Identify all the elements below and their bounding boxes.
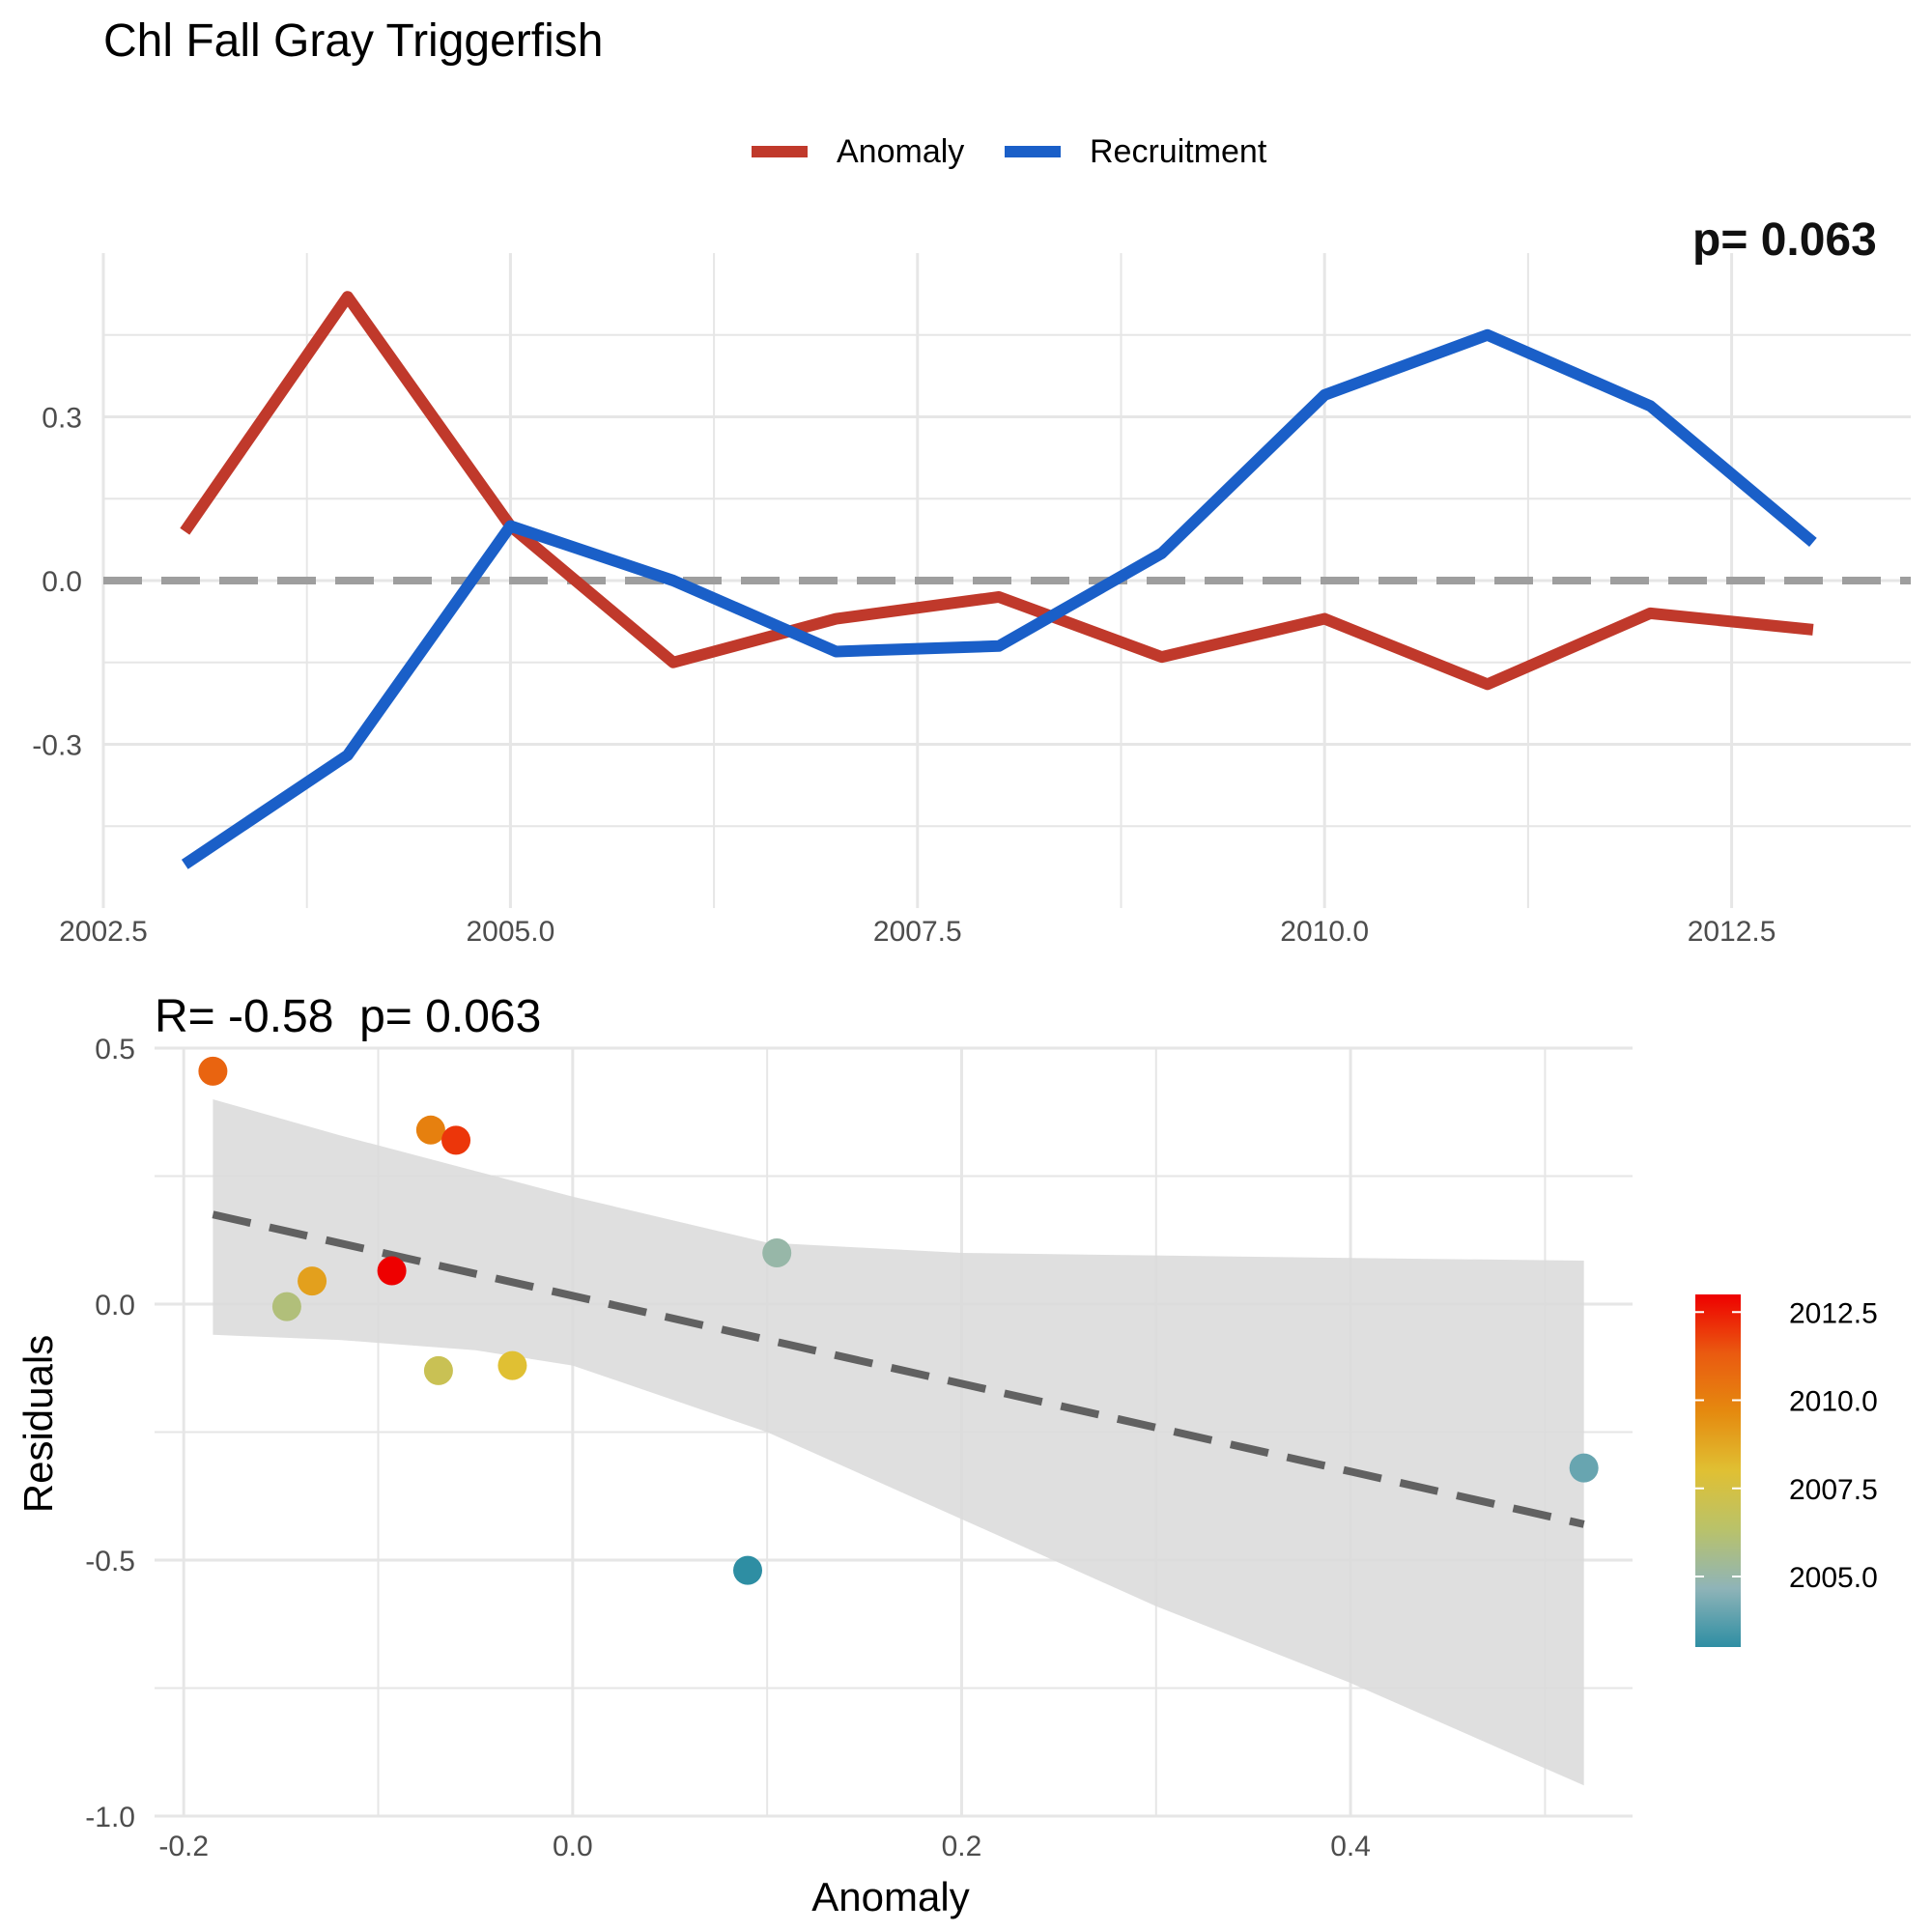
colorbar-tick-label: 2005.0 (1789, 1562, 1878, 1594)
scatter-point (423, 1355, 453, 1385)
y-tick-label: -0.5 (85, 1546, 135, 1577)
timeseries-panel: 2002.5 2005.0 2007.5 2010.0 2012.5 -0.3 0.0 0.… (32, 214, 1911, 948)
timeseries-y-ticks: -0.3 0.0 0.3 (32, 403, 82, 762)
x-tick-label: 0.2 (942, 1831, 982, 1862)
legend: Anomaly Recruitment (752, 133, 1267, 170)
x-tick-label: -0.2 (158, 1831, 209, 1862)
x-tick-label: 0.4 (1330, 1831, 1371, 1862)
regression-fit-line (212, 1210, 1585, 1528)
colorbar-ticks: 2005.0 2007.5 2010.0 2012.5 (1695, 1297, 1878, 1594)
scatter-x-ticks: -0.2 0.0 0.2 0.4 (158, 1831, 1371, 1862)
scatter-panel: R= -0.58 p= 0.063 -0.2 0.0 0.2 0.4 -1.0 -0.5… (15, 991, 1633, 1919)
scatter-point (271, 1292, 301, 1321)
legend-label-anomaly: Anomaly (837, 133, 964, 170)
colorbar-gradient (1695, 1294, 1741, 1647)
x-axis-label: Anomaly (811, 1874, 969, 1919)
recruitment-series-line (181, 328, 1817, 869)
chart-title: Chl Fall Gray Triggerfish (103, 15, 603, 67)
y-axis-label: Residuals (15, 1335, 61, 1513)
scatter-point (415, 1115, 445, 1145)
colorbar-tick-label: 2012.5 (1789, 1297, 1878, 1329)
scatter-point (762, 1238, 792, 1267)
scatter-point (377, 1256, 407, 1286)
corner-stat-text: p= 0.063 (1692, 214, 1877, 266)
scatter-subtitle: R= -0.58 p= 0.063 (155, 991, 541, 1042)
x-tick-label: 2005.0 (467, 916, 555, 948)
y-tick-label: 0.5 (95, 1034, 135, 1065)
year-colorbar: 2005.0 2007.5 2010.0 2012.5 (1695, 1294, 1878, 1647)
x-tick-label: 0.0 (553, 1831, 593, 1862)
colorbar-tick-label: 2010.0 (1789, 1386, 1878, 1418)
scatter-points (198, 1056, 1599, 1585)
timeseries-x-ticks: 2002.5 2005.0 2007.5 2010.0 2012.5 (59, 916, 1776, 948)
x-tick-label: 2002.5 (59, 916, 148, 948)
x-tick-label: 2007.5 (873, 916, 962, 948)
anomaly-series-line (180, 291, 1814, 691)
y-tick-label: 0.3 (42, 403, 82, 435)
scatter-point (497, 1350, 527, 1380)
y-tick-label: 0.0 (95, 1290, 135, 1321)
x-tick-label: 2012.5 (1688, 916, 1776, 948)
y-tick-label: 0.0 (42, 566, 82, 598)
y-tick-label: -1.0 (85, 1802, 135, 1833)
scatter-point (298, 1266, 327, 1296)
legend-label-recruitment: Recruitment (1090, 133, 1267, 170)
scatter-point (198, 1056, 228, 1086)
y-tick-label: -0.3 (32, 730, 82, 762)
x-tick-label: 2010.0 (1280, 916, 1369, 948)
colorbar-tick-label: 2007.5 (1789, 1474, 1878, 1506)
scatter-point (733, 1555, 763, 1585)
scatter-point (441, 1125, 471, 1155)
scatter-point (1569, 1453, 1599, 1483)
confidence-ribbon (213, 1099, 1584, 1786)
scatter-y-ticks: -1.0 -0.5 0.0 0.5 (85, 1034, 135, 1833)
